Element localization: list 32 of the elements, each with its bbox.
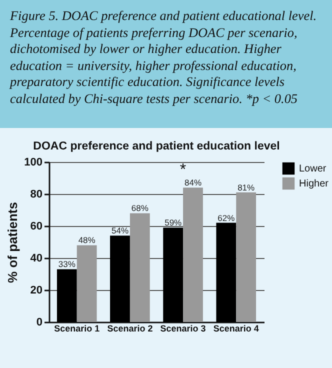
chart-title: DOAC preference and patient education level [33, 140, 280, 152]
bar [56, 269, 77, 322]
y-tick-label: 80 [30, 188, 42, 200]
data-label: 33% [58, 259, 76, 270]
bar [236, 192, 256, 322]
data-label: 81% [238, 182, 256, 192]
y-tick-label: 40 [30, 252, 42, 264]
y-tick-label: 0 [36, 316, 42, 328]
bar [216, 222, 236, 322]
legend-label: Lower [299, 164, 327, 174]
data-label: 54% [111, 226, 129, 236]
data-label: 62% [218, 212, 236, 223]
y-tick-label: 100 [24, 156, 42, 168]
y-tick-label: 60 [30, 220, 42, 232]
data-label: 68% [131, 203, 149, 214]
bar [130, 213, 150, 322]
caption: Figure 5. DOAC preference and patient educational level. Percentage of patients preferring DOAC per scenario, dichotomised by lower or higher education. Higher education = university, higher professional education, preparatory scientific education. Significance levels calculated by Chi-square tests per scenario. *p < 0.05 [10, 8, 318, 107]
x-tick-label: Scenario 4 [213, 324, 259, 334]
data-label: 48% [78, 235, 96, 246]
legend-label: Higher [299, 178, 330, 190]
x-tick-label: Scenario 1 [54, 324, 100, 334]
bar [163, 228, 184, 322]
x-tick-label: Scenario 2 [107, 324, 153, 334]
bar [76, 245, 97, 322]
bar [183, 188, 203, 322]
annotation: * [180, 162, 186, 179]
data-label: 59% [164, 218, 182, 228]
bar [110, 236, 130, 322]
data-label: 84% [184, 178, 202, 188]
y-axis-title: % of patients [5, 202, 20, 283]
y-tick-label: 20 [30, 284, 42, 296]
x-tick-label: Scenario 3 [160, 324, 206, 334]
